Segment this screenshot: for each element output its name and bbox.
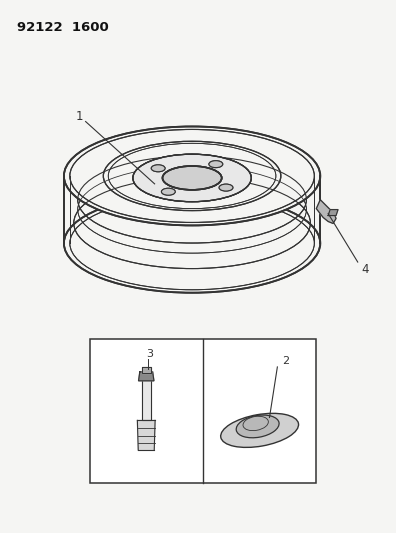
Polygon shape — [142, 381, 150, 421]
Polygon shape — [139, 372, 154, 381]
Polygon shape — [137, 421, 155, 450]
Ellipse shape — [133, 154, 251, 201]
Text: 2: 2 — [282, 356, 289, 366]
Polygon shape — [328, 209, 338, 215]
Text: 3: 3 — [147, 349, 154, 359]
Ellipse shape — [219, 184, 233, 191]
Ellipse shape — [162, 166, 222, 190]
Ellipse shape — [209, 160, 223, 167]
Bar — [89, 339, 316, 483]
Ellipse shape — [162, 188, 175, 195]
Text: 92122  1600: 92122 1600 — [17, 21, 109, 34]
Ellipse shape — [151, 165, 165, 172]
Ellipse shape — [209, 160, 223, 167]
Ellipse shape — [221, 413, 299, 447]
Polygon shape — [316, 200, 336, 223]
Ellipse shape — [219, 184, 233, 191]
Text: 1: 1 — [76, 110, 84, 123]
Polygon shape — [142, 367, 151, 373]
Ellipse shape — [162, 188, 175, 195]
Ellipse shape — [162, 166, 222, 190]
Ellipse shape — [65, 127, 319, 225]
Ellipse shape — [236, 415, 279, 438]
Ellipse shape — [133, 154, 251, 201]
Ellipse shape — [151, 165, 165, 172]
Text: 4: 4 — [362, 263, 369, 277]
